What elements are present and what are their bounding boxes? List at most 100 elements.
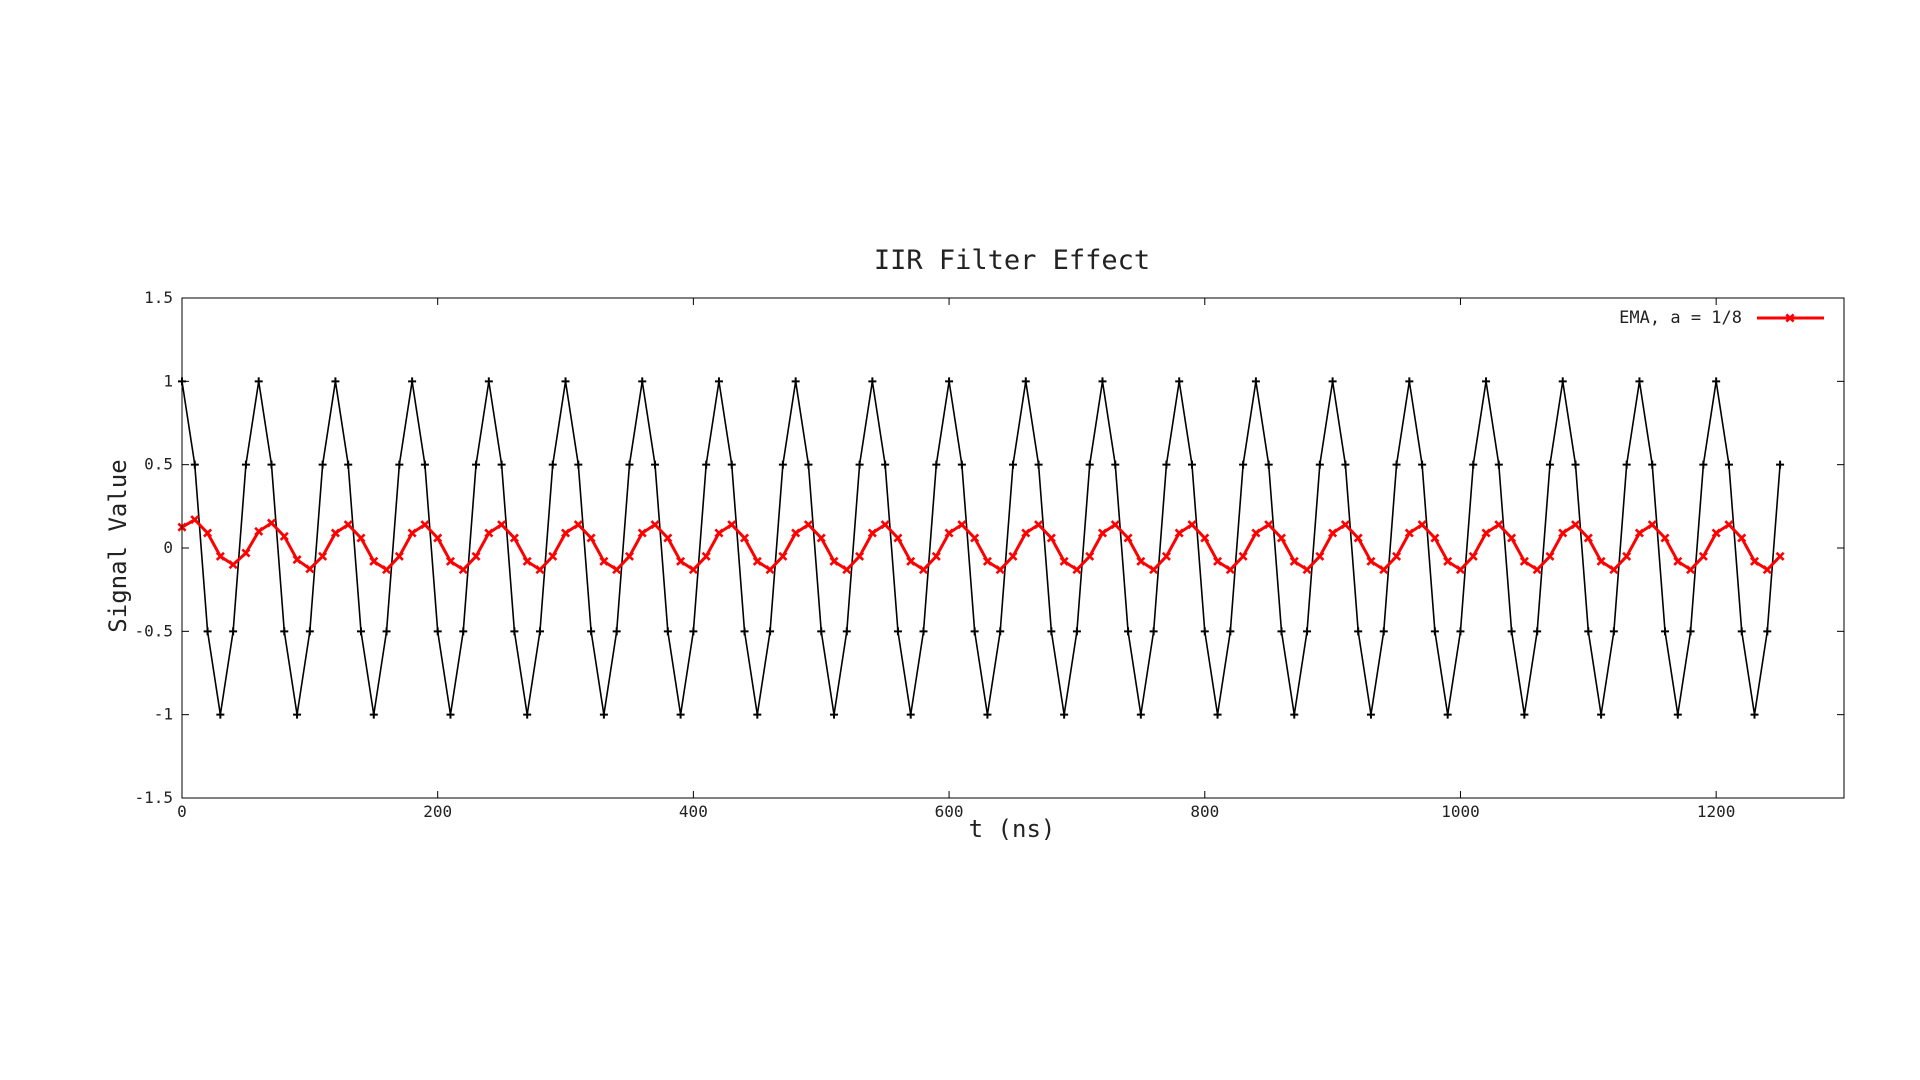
input-signal-point (702, 460, 711, 469)
ema-point (586, 533, 596, 543)
ema-point (318, 551, 328, 561)
input-signal-point (1686, 627, 1695, 636)
ema-point (791, 528, 801, 538)
input-signal-point (932, 460, 941, 469)
x-tick-label: 800 (1190, 802, 1219, 821)
ema-point (1136, 556, 1146, 566)
ema-point (880, 520, 890, 530)
ema-point (816, 533, 826, 543)
series-layer (177, 377, 1785, 719)
ema-point (1315, 551, 1325, 561)
x-tick-label: 0 (177, 802, 187, 821)
input-signal-point (676, 710, 685, 719)
ema-point (637, 528, 647, 538)
input-signal-point (1597, 710, 1606, 719)
ema-point (624, 551, 634, 561)
ema-point (1392, 551, 1402, 561)
ema-point (1417, 520, 1427, 530)
y-tick-label: 0.5 (144, 455, 173, 474)
ema-point (1609, 565, 1619, 575)
ema-point (740, 533, 750, 543)
input-signal-point (638, 377, 647, 386)
input-signal-point (1635, 377, 1644, 386)
input-signal-point (408, 377, 417, 386)
legend-label: EMA, a = 1/8 (1619, 308, 1742, 328)
ema-point (266, 518, 277, 528)
x-tick-label: 600 (935, 802, 964, 821)
ema-point (1455, 565, 1465, 575)
ema-point (1059, 556, 1069, 566)
ema-point (1110, 520, 1120, 530)
ema-point (893, 533, 903, 543)
input-signal-point (817, 627, 826, 636)
input-signal-point (1226, 627, 1235, 636)
input-signal-point (587, 627, 596, 636)
input-signal-point (497, 460, 506, 469)
input-signal-point (1303, 627, 1312, 636)
y-tick-label: 1.5 (144, 288, 173, 307)
ema-point (445, 556, 455, 566)
input-signal-point (1175, 377, 1184, 386)
input-signal-point (433, 627, 442, 636)
x-tick-label: 200 (423, 802, 452, 821)
input-signal-point (1699, 460, 1708, 469)
input-signal-point (1290, 710, 1299, 719)
input-signal-point (1124, 627, 1133, 636)
ticks-layer: 0 200 400 600 800 1000 1200 -1.5 -1 -0.5 0 0.5 1 1.5 (134, 288, 1844, 821)
ema-point (1622, 551, 1632, 561)
ema-point (1468, 551, 1478, 561)
ema-point (1686, 565, 1696, 575)
ema-point (612, 565, 622, 575)
input-signal-point (612, 627, 621, 636)
ema-point (1046, 533, 1056, 543)
ema-point (1072, 565, 1082, 575)
ema-point (484, 528, 494, 538)
input-signal-point (1494, 460, 1503, 469)
input-signal-point (868, 377, 877, 386)
ema-point (1302, 565, 1312, 575)
ema-point (1085, 551, 1095, 561)
input-signal-point (1558, 377, 1567, 386)
ema-point (1558, 528, 1568, 538)
input-signal-point (1328, 377, 1337, 386)
ema-point (1698, 551, 1708, 561)
plot-frame (181, 297, 1845, 799)
ema-point (1328, 528, 1338, 538)
input-signal-point (1136, 710, 1145, 719)
input-signal-point (1584, 627, 1593, 636)
input-signal-point (1354, 627, 1363, 636)
ema-point (1443, 556, 1453, 566)
input-signal-point (1469, 460, 1478, 469)
input-signal-point (561, 377, 570, 386)
ema-point (1353, 533, 1363, 543)
input-signal-point (267, 460, 276, 469)
ema-point (1225, 565, 1235, 575)
input-signal-point (1622, 460, 1631, 469)
input-signal-point (1009, 460, 1017, 469)
ema-point (1276, 533, 1286, 543)
input-signal-point (689, 627, 698, 636)
input-signal-point (1213, 710, 1222, 719)
input-signal-point (1737, 627, 1746, 636)
input-signal-point (369, 710, 378, 719)
input-signal-point (599, 710, 608, 719)
ema-point (330, 528, 340, 538)
ema-point (535, 565, 545, 575)
ema-point (458, 565, 468, 575)
ema-point (1749, 556, 1760, 566)
input-signal-point (356, 627, 365, 636)
input-signal-point (344, 460, 353, 469)
input-signal-point (778, 460, 787, 469)
input-signal-point (293, 710, 302, 719)
input-signal-point (1251, 377, 1260, 386)
ema-point (1583, 533, 1593, 543)
ema-point (1711, 528, 1721, 538)
input-signal-point (830, 710, 839, 719)
input-signal-point (472, 460, 481, 469)
ema-point (1340, 520, 1350, 530)
input-signal-point (919, 627, 928, 636)
input-signal-point (1085, 460, 1094, 469)
ema-point (369, 556, 379, 566)
input-signal-point (382, 627, 391, 636)
